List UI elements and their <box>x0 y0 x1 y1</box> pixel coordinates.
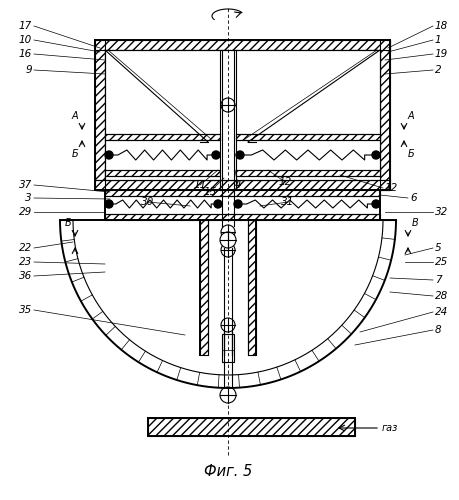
Text: Б: Б <box>71 149 78 159</box>
Bar <box>247 220 256 355</box>
Bar <box>105 214 379 220</box>
Text: 28: 28 <box>434 291 447 301</box>
Text: 2: 2 <box>434 65 441 75</box>
Text: 24: 24 <box>434 307 447 317</box>
Text: 11: 11 <box>193 180 206 190</box>
Circle shape <box>105 200 113 208</box>
Text: газ: газ <box>381 423 397 433</box>
Bar <box>222 334 234 362</box>
Text: 31: 31 <box>281 197 294 207</box>
Text: 12: 12 <box>384 183 397 193</box>
Text: А: А <box>407 111 414 121</box>
Circle shape <box>235 151 243 159</box>
Bar <box>95 40 105 190</box>
Text: 30: 30 <box>141 197 154 207</box>
Text: 8: 8 <box>434 325 441 335</box>
Circle shape <box>212 151 219 159</box>
Text: Б: Б <box>407 149 414 159</box>
Bar <box>95 180 389 190</box>
Text: 36: 36 <box>19 271 32 281</box>
Text: 29: 29 <box>19 207 32 217</box>
Text: 5: 5 <box>434 243 441 253</box>
Bar <box>200 220 207 355</box>
Circle shape <box>220 318 235 332</box>
Bar <box>105 50 379 180</box>
Circle shape <box>220 243 235 257</box>
Text: 16: 16 <box>19 49 32 59</box>
Text: 3: 3 <box>25 193 32 203</box>
Text: 6: 6 <box>409 193 416 203</box>
Circle shape <box>220 225 235 239</box>
Text: 7: 7 <box>434 275 441 285</box>
Text: 23: 23 <box>19 257 32 267</box>
Text: 15: 15 <box>203 187 216 197</box>
Bar <box>105 170 219 176</box>
Circle shape <box>219 387 235 403</box>
Text: 37: 37 <box>19 180 32 190</box>
Text: 17: 17 <box>19 21 32 31</box>
Bar <box>235 170 379 176</box>
Circle shape <box>234 200 241 208</box>
Text: 35: 35 <box>19 305 32 315</box>
Text: В: В <box>411 218 418 228</box>
Text: 25: 25 <box>434 257 447 267</box>
Text: Фиг. 5: Фиг. 5 <box>203 464 252 479</box>
Text: 19: 19 <box>434 49 447 59</box>
Bar <box>105 134 219 140</box>
Bar <box>379 40 389 190</box>
Bar <box>148 418 354 436</box>
Text: 1: 1 <box>434 35 441 45</box>
Circle shape <box>105 151 113 159</box>
Bar <box>105 190 379 196</box>
Circle shape <box>220 98 235 112</box>
Text: 18: 18 <box>434 21 447 31</box>
Text: А: А <box>71 111 78 121</box>
Circle shape <box>371 151 379 159</box>
Bar <box>95 40 389 50</box>
Text: 12: 12 <box>278 177 291 187</box>
Circle shape <box>219 232 235 248</box>
Text: 32: 32 <box>434 207 447 217</box>
Text: 9: 9 <box>25 65 32 75</box>
Text: 4: 4 <box>234 180 241 190</box>
Bar <box>235 134 379 140</box>
Circle shape <box>371 200 379 208</box>
Circle shape <box>213 200 222 208</box>
Text: 10: 10 <box>19 35 32 45</box>
Text: 22: 22 <box>19 243 32 253</box>
Text: В: В <box>64 218 71 228</box>
